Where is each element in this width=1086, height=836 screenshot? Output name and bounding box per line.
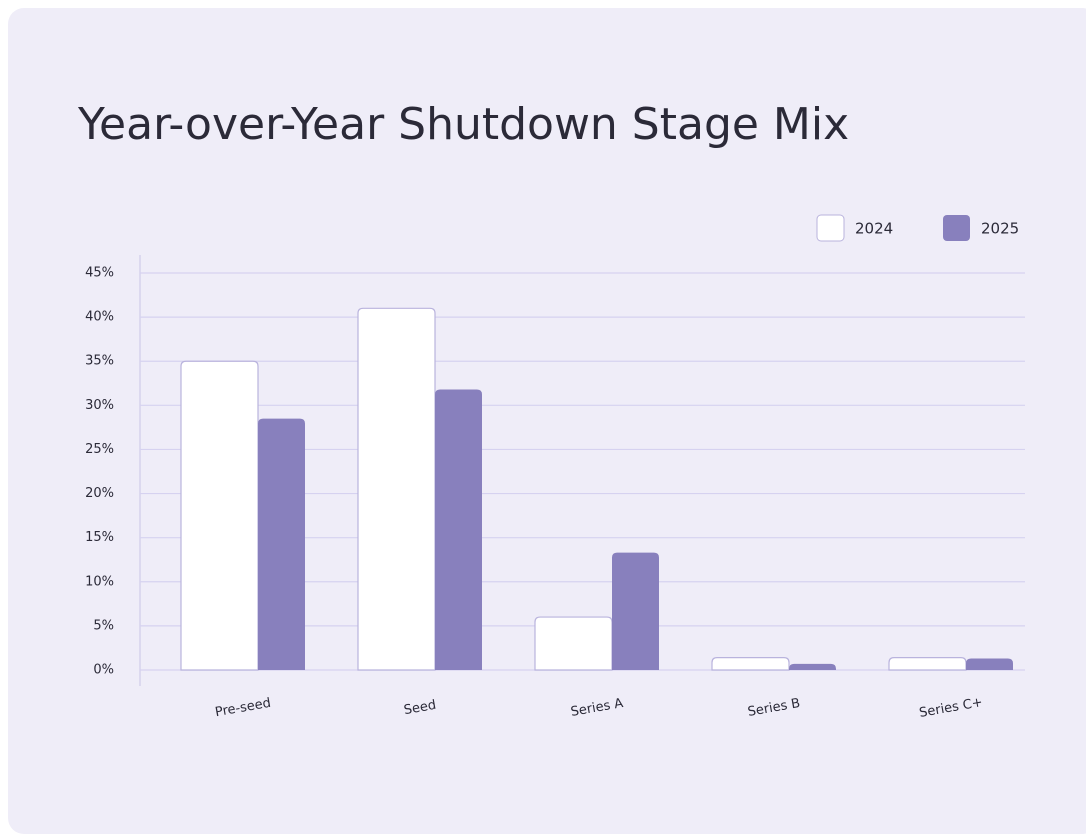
bar	[435, 389, 482, 670]
bar	[258, 418, 305, 670]
y-tick-label: 45%	[85, 266, 114, 281]
x-tick-label: Seed	[403, 698, 438, 718]
bar	[789, 663, 836, 670]
y-tick-label: 25%	[85, 442, 114, 457]
y-tick-label: 35%	[85, 354, 114, 369]
legend-label: 2025	[981, 220, 1019, 238]
bar	[888, 657, 967, 671]
bar	[966, 658, 1013, 670]
y-tick-label: 20%	[85, 486, 114, 501]
bar	[612, 552, 659, 670]
y-tick-label: 15%	[85, 530, 114, 545]
bar	[711, 657, 790, 671]
chart-title: Year-over-Year Shutdown Stage Mix	[77, 99, 849, 150]
y-tick-label: 40%	[85, 310, 114, 325]
bar	[180, 360, 259, 671]
y-tick-label: 0%	[93, 663, 114, 678]
y-tick-label: 5%	[93, 618, 114, 633]
y-tick-label: 30%	[85, 398, 114, 413]
bar	[357, 307, 436, 671]
legend-label: 2024	[855, 220, 893, 238]
legend-swatch	[943, 215, 970, 241]
legend-swatch	[816, 214, 845, 242]
bar	[534, 616, 613, 671]
y-tick-label: 10%	[85, 574, 114, 589]
